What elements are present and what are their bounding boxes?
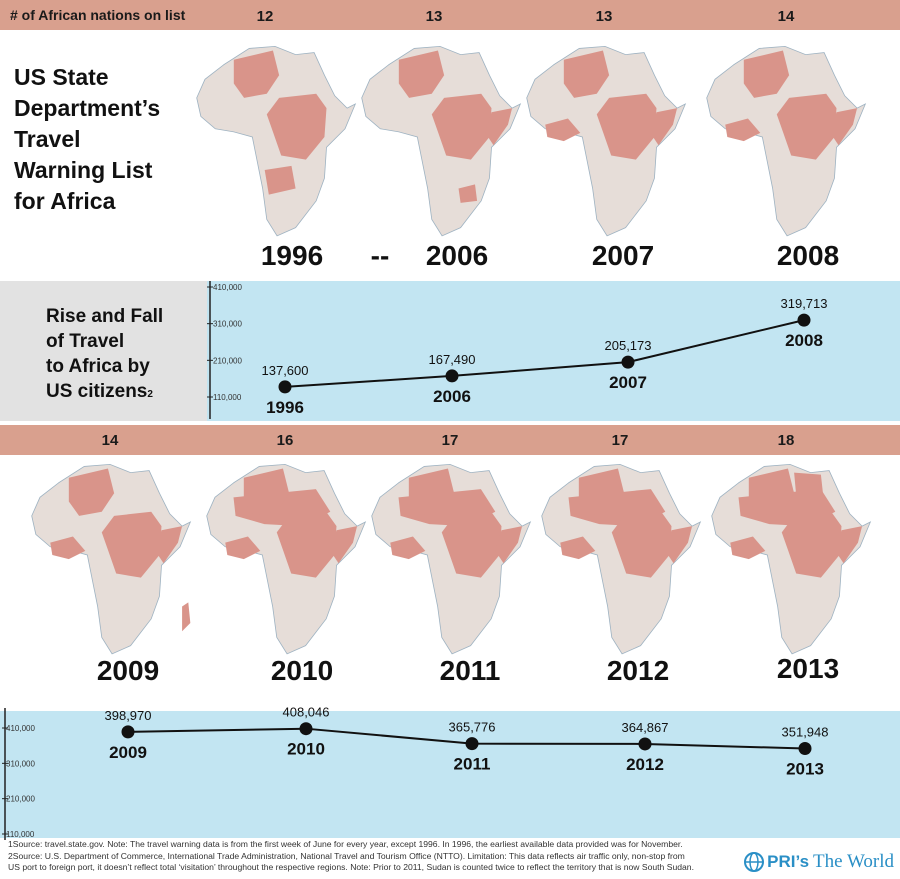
y-tick-label: 210,000	[6, 795, 35, 804]
footnotes: 1Source: travel.state.gov. Note: The tra…	[8, 839, 728, 874]
footnote-marker: 2	[147, 389, 153, 400]
year-label-2011: 2011	[439, 655, 501, 686]
africa-map-1996	[196, 45, 356, 237]
chart-panel-top	[207, 281, 900, 421]
travel-chart-1996-2008: 410,000 310,000 210,000 110,000 137,600 1996 1…	[207, 281, 828, 419]
x-tick-label: 2012	[626, 755, 664, 774]
year-label-2013: 2013	[776, 653, 840, 684]
data-point	[278, 380, 292, 394]
footnote-1: 1Source: travel.state.gov. Note: The tra…	[8, 839, 683, 849]
y-tick-label: 210,000	[213, 356, 242, 365]
main-title: US State Department’s Travel Warning Lis…	[14, 62, 160, 217]
africa-map-2009	[31, 463, 191, 655]
data-point	[121, 725, 135, 739]
year-label-2008: 2008	[776, 240, 840, 271]
chart-subtitle: Rise and Fall of Travel to Africa by US …	[46, 304, 163, 407]
data-point	[445, 369, 459, 383]
year-label-1996: 1996	[260, 240, 324, 271]
value-label: 351,948	[782, 725, 829, 740]
logo-pri: PRI’s	[767, 852, 810, 871]
value-label: 365,776	[449, 720, 496, 735]
x-tick-label: 2010	[287, 740, 325, 759]
data-point	[797, 313, 811, 327]
y-tick-label: 410,000	[6, 724, 35, 733]
data-point	[638, 737, 652, 751]
count-2009: 14	[101, 432, 119, 449]
footnote-2: 2Source: U.S. Department of Commerce, In…	[8, 850, 685, 861]
subtitle-line: of Travel	[46, 331, 125, 352]
subtitle-line: to Africa by	[46, 356, 150, 377]
dash-separator: --	[370, 240, 390, 271]
x-tick-label: 2009	[109, 743, 147, 762]
y-tick-label: 410,000	[213, 283, 242, 292]
x-tick-label: 2011	[454, 755, 491, 774]
count-band-label: # of African nations on list	[10, 7, 186, 23]
x-tick-label: 2013	[786, 760, 824, 779]
footnote-sudan: Note: Prior to 2011, Sudan is counted tw…	[350, 862, 694, 872]
value-label: 408,046	[283, 705, 330, 720]
data-point	[798, 742, 812, 756]
travel-chart-2009-2013: 410,000 310,000 210,000 110,000 398,970 2009 4…	[2, 705, 829, 840]
africa-map-2010	[206, 463, 366, 655]
x-tick-label: 2006	[433, 387, 471, 406]
value-label: 364,867	[622, 720, 669, 735]
count-2010: 16	[276, 432, 294, 449]
count-2011: 17	[441, 432, 459, 449]
bottom-count-band	[0, 425, 900, 455]
logo-world: The World	[813, 851, 894, 872]
data-point	[465, 737, 479, 751]
count-1996: 12	[256, 8, 274, 25]
africa-map-2012	[541, 463, 701, 655]
data-point	[299, 722, 313, 736]
year-label-2009: 2009	[96, 655, 160, 686]
title-line: US State	[14, 64, 109, 90]
x-tick-label: 2007	[609, 373, 647, 392]
count-2013: 18	[777, 432, 795, 449]
data-point	[621, 355, 635, 369]
value-label: 319,713	[781, 296, 828, 311]
y-tick-label: 310,000	[213, 320, 242, 329]
subtitle-panel	[0, 281, 207, 421]
year-label-2010: 2010	[270, 655, 334, 686]
title-line: Warning List	[14, 157, 153, 183]
y-tick-label: 110,000	[6, 830, 35, 839]
value-label: 167,490	[429, 352, 476, 367]
y-tick-label: 310,000	[6, 759, 35, 768]
africa-map-2008	[706, 45, 866, 237]
title-line: for Africa	[14, 188, 116, 214]
africa-map-2013	[711, 463, 871, 655]
value-label: 398,970	[105, 708, 152, 723]
footnote-2-cont: US port to foreign port, it doesn’t refl…	[8, 862, 694, 872]
year-label-2007: 2007	[591, 240, 655, 271]
africa-map-2007	[526, 45, 686, 237]
globe-icon	[744, 852, 765, 872]
count-2012: 17	[611, 432, 629, 449]
year-label-2012: 2012	[606, 655, 670, 686]
subtitle-line: Rise and Fall	[46, 306, 164, 327]
count-2007: 13	[595, 8, 613, 25]
value-label: 137,600	[262, 363, 309, 378]
series-line	[284, 319, 805, 388]
top-count-band	[0, 0, 900, 30]
count-2008: 14	[777, 8, 795, 25]
x-tick-label: 2008	[785, 331, 823, 350]
x-tick-label: 1996	[266, 398, 304, 417]
subtitle-line: US citizens2	[46, 381, 153, 402]
y-tick-label: 110,000	[213, 393, 242, 402]
count-2006: 13	[425, 8, 443, 25]
value-label: 205,173	[605, 338, 652, 353]
title-line: Travel	[14, 126, 81, 152]
africa-map-2006	[361, 45, 521, 237]
title-line: Department’s	[14, 95, 161, 121]
pri-the-world-logo: PRI’s The World	[744, 851, 894, 873]
year-label-2006: 2006	[425, 240, 489, 271]
africa-map-2011	[371, 463, 531, 655]
